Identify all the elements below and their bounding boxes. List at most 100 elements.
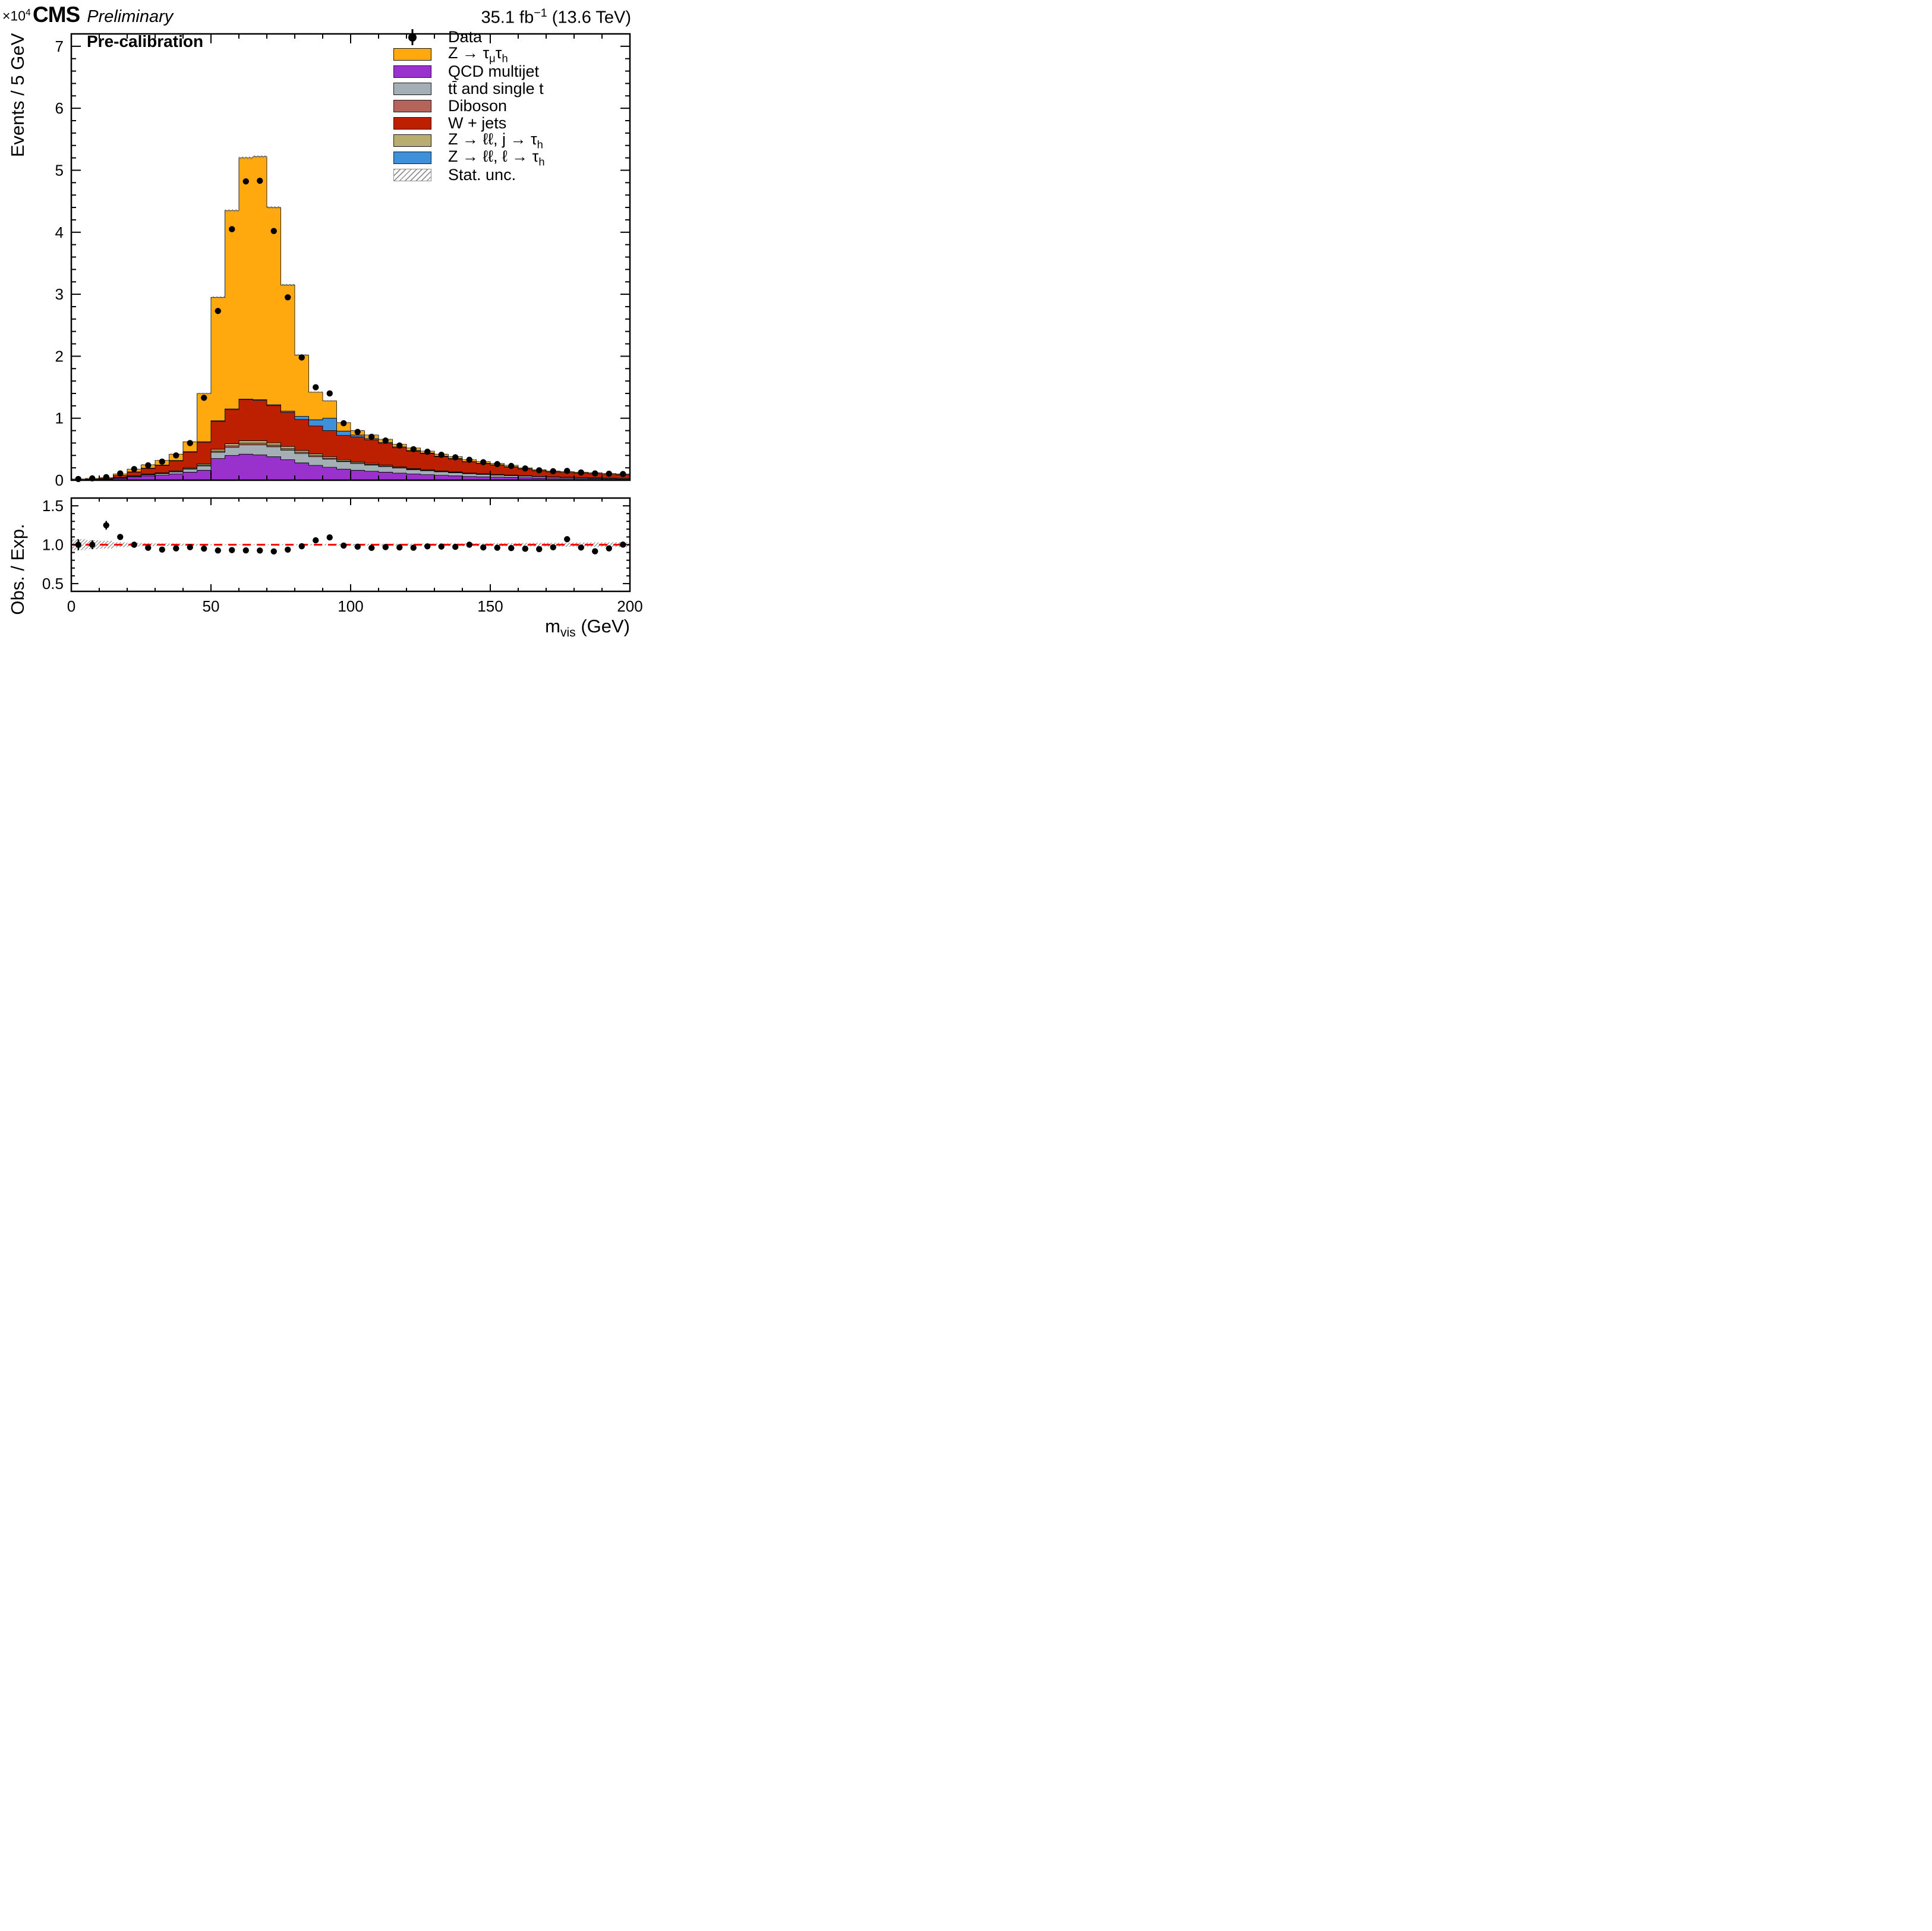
stat-unc-band	[71, 155, 630, 480]
ratio-point	[215, 547, 221, 554]
data-point	[117, 470, 124, 477]
ratio-point	[117, 534, 124, 540]
ratio-points	[75, 521, 626, 555]
ratio-point	[270, 548, 277, 555]
y-tick-label: 5	[55, 161, 64, 179]
ratio-point	[564, 536, 571, 543]
legend-label-diboson: Diboson	[448, 97, 508, 115]
mc-stack	[71, 156, 631, 481]
data-point	[536, 467, 543, 474]
y-tick-label: 6	[55, 99, 64, 117]
data-point	[341, 420, 347, 427]
y-tick-label: 2	[55, 347, 64, 365]
legend-item-data: Data	[393, 29, 545, 46]
legend-item-qcd: QCD multijet	[393, 63, 545, 80]
ratio-point	[410, 544, 417, 551]
y-tick-label: 1	[55, 409, 64, 427]
ratio-point	[424, 543, 431, 550]
ratio-tick-label: 0.5	[42, 575, 64, 593]
ratio-point	[466, 541, 472, 548]
ratio-point	[354, 543, 361, 550]
ratio-point	[592, 548, 598, 555]
data-point	[159, 458, 165, 465]
luminosity-label: 35.1 fb−1 (13.6 TeV)	[481, 7, 631, 27]
x-tick-label: 150	[477, 597, 503, 615]
ratio-point	[103, 522, 109, 528]
ratio-frame	[70, 497, 631, 593]
data-point	[522, 465, 528, 472]
ratio-point	[201, 545, 207, 552]
ratio-point	[396, 544, 403, 551]
legend-label-qcd: QCD multijet	[448, 62, 540, 80]
legend-label-wjets: W + jets	[448, 114, 507, 132]
data-point	[564, 468, 571, 474]
wjets-color-swatch	[393, 117, 431, 130]
data-point	[131, 466, 137, 472]
y-axis-multiplier: ×104	[2, 8, 31, 24]
ratio-tick-label: 1.0	[42, 536, 64, 554]
ratio-point	[480, 544, 487, 551]
ratio-point	[173, 545, 179, 552]
ratio-point	[620, 541, 626, 548]
legend-label-ttbar: tt̄ and single t	[448, 80, 544, 97]
data-point	[257, 178, 263, 184]
ratio-point	[285, 546, 291, 553]
qcd-color-swatch	[393, 65, 431, 78]
ttbar-color-swatch	[393, 83, 431, 95]
data-point	[578, 469, 584, 476]
data-point	[494, 461, 500, 468]
legend: Data Z → τμτh QCD multijet tt̄ and single t…	[393, 29, 545, 184]
data-marker-icon	[393, 29, 431, 46]
data-point	[145, 462, 152, 469]
y-tick-label: 3	[55, 285, 64, 303]
zll-jet-color-swatch	[393, 134, 431, 147]
main-panel-axes: 0 1 2 3 4 5 6 7	[55, 33, 631, 489]
ratio-point	[145, 544, 152, 551]
diboson-color-swatch	[393, 100, 431, 112]
ratio-y-axis-title: Obs. / Exp.	[7, 524, 28, 615]
experiment-logo: CMS	[33, 2, 80, 27]
legend-label-zll-lep: Z → ℓℓ, ℓ → τh	[448, 147, 545, 168]
data-point	[620, 471, 626, 477]
x-tick-label: 100	[338, 597, 363, 615]
data-point	[103, 474, 109, 480]
ratio-tick-label: 1.5	[42, 497, 64, 515]
data-point	[466, 456, 472, 463]
data-point	[270, 228, 277, 234]
ratio-panel: 0.5 1.0 1.5 0 50 100 150 200	[42, 497, 643, 615]
data-point	[285, 294, 291, 301]
data-point	[396, 442, 403, 449]
legend-label-stat-unc: Stat. unc.	[448, 166, 516, 184]
preliminary-label: Preliminary	[87, 7, 174, 26]
ratio-point	[550, 544, 556, 550]
zll-lep-color-swatch	[393, 152, 431, 164]
ratio-point	[326, 534, 333, 541]
x-tick-label: 0	[67, 597, 75, 615]
legend-label-ztautau: Z → τμτh	[448, 43, 508, 65]
y-axis-title: Events / 5 GeV	[7, 33, 28, 157]
figure-canvas: 0 1 2 3 4 5 6 7 0.5 1.0 1.5 0 50 100 150 200 CMS Prelim…	[0, 0, 644, 644]
ratio-point	[438, 543, 445, 550]
data-point	[410, 446, 417, 453]
data-point	[592, 470, 598, 477]
ratio-point	[578, 544, 584, 551]
data-point	[242, 178, 249, 185]
data-point	[229, 226, 235, 232]
ratio-point	[187, 544, 193, 550]
x-axis-title: mvis (GeV)	[545, 616, 630, 640]
ratio-point	[368, 544, 375, 552]
data-point	[382, 437, 389, 444]
ratio-point	[341, 542, 347, 549]
ratio-point	[257, 547, 263, 554]
data-point	[215, 308, 221, 314]
x-tick-label: 50	[203, 597, 220, 615]
ztautau-color-swatch	[393, 48, 431, 61]
legend-item-ztautau: Z → τμτh	[393, 43, 545, 65]
y-tick-label: 4	[55, 223, 64, 241]
legend-item-zll-jet: Z → ℓℓ, j → τh	[393, 131, 545, 150]
legend-label-data: Data	[448, 28, 483, 46]
data-point	[173, 452, 179, 459]
data-point	[75, 475, 81, 483]
ratio-point	[508, 545, 515, 552]
ratio-point	[159, 546, 165, 553]
